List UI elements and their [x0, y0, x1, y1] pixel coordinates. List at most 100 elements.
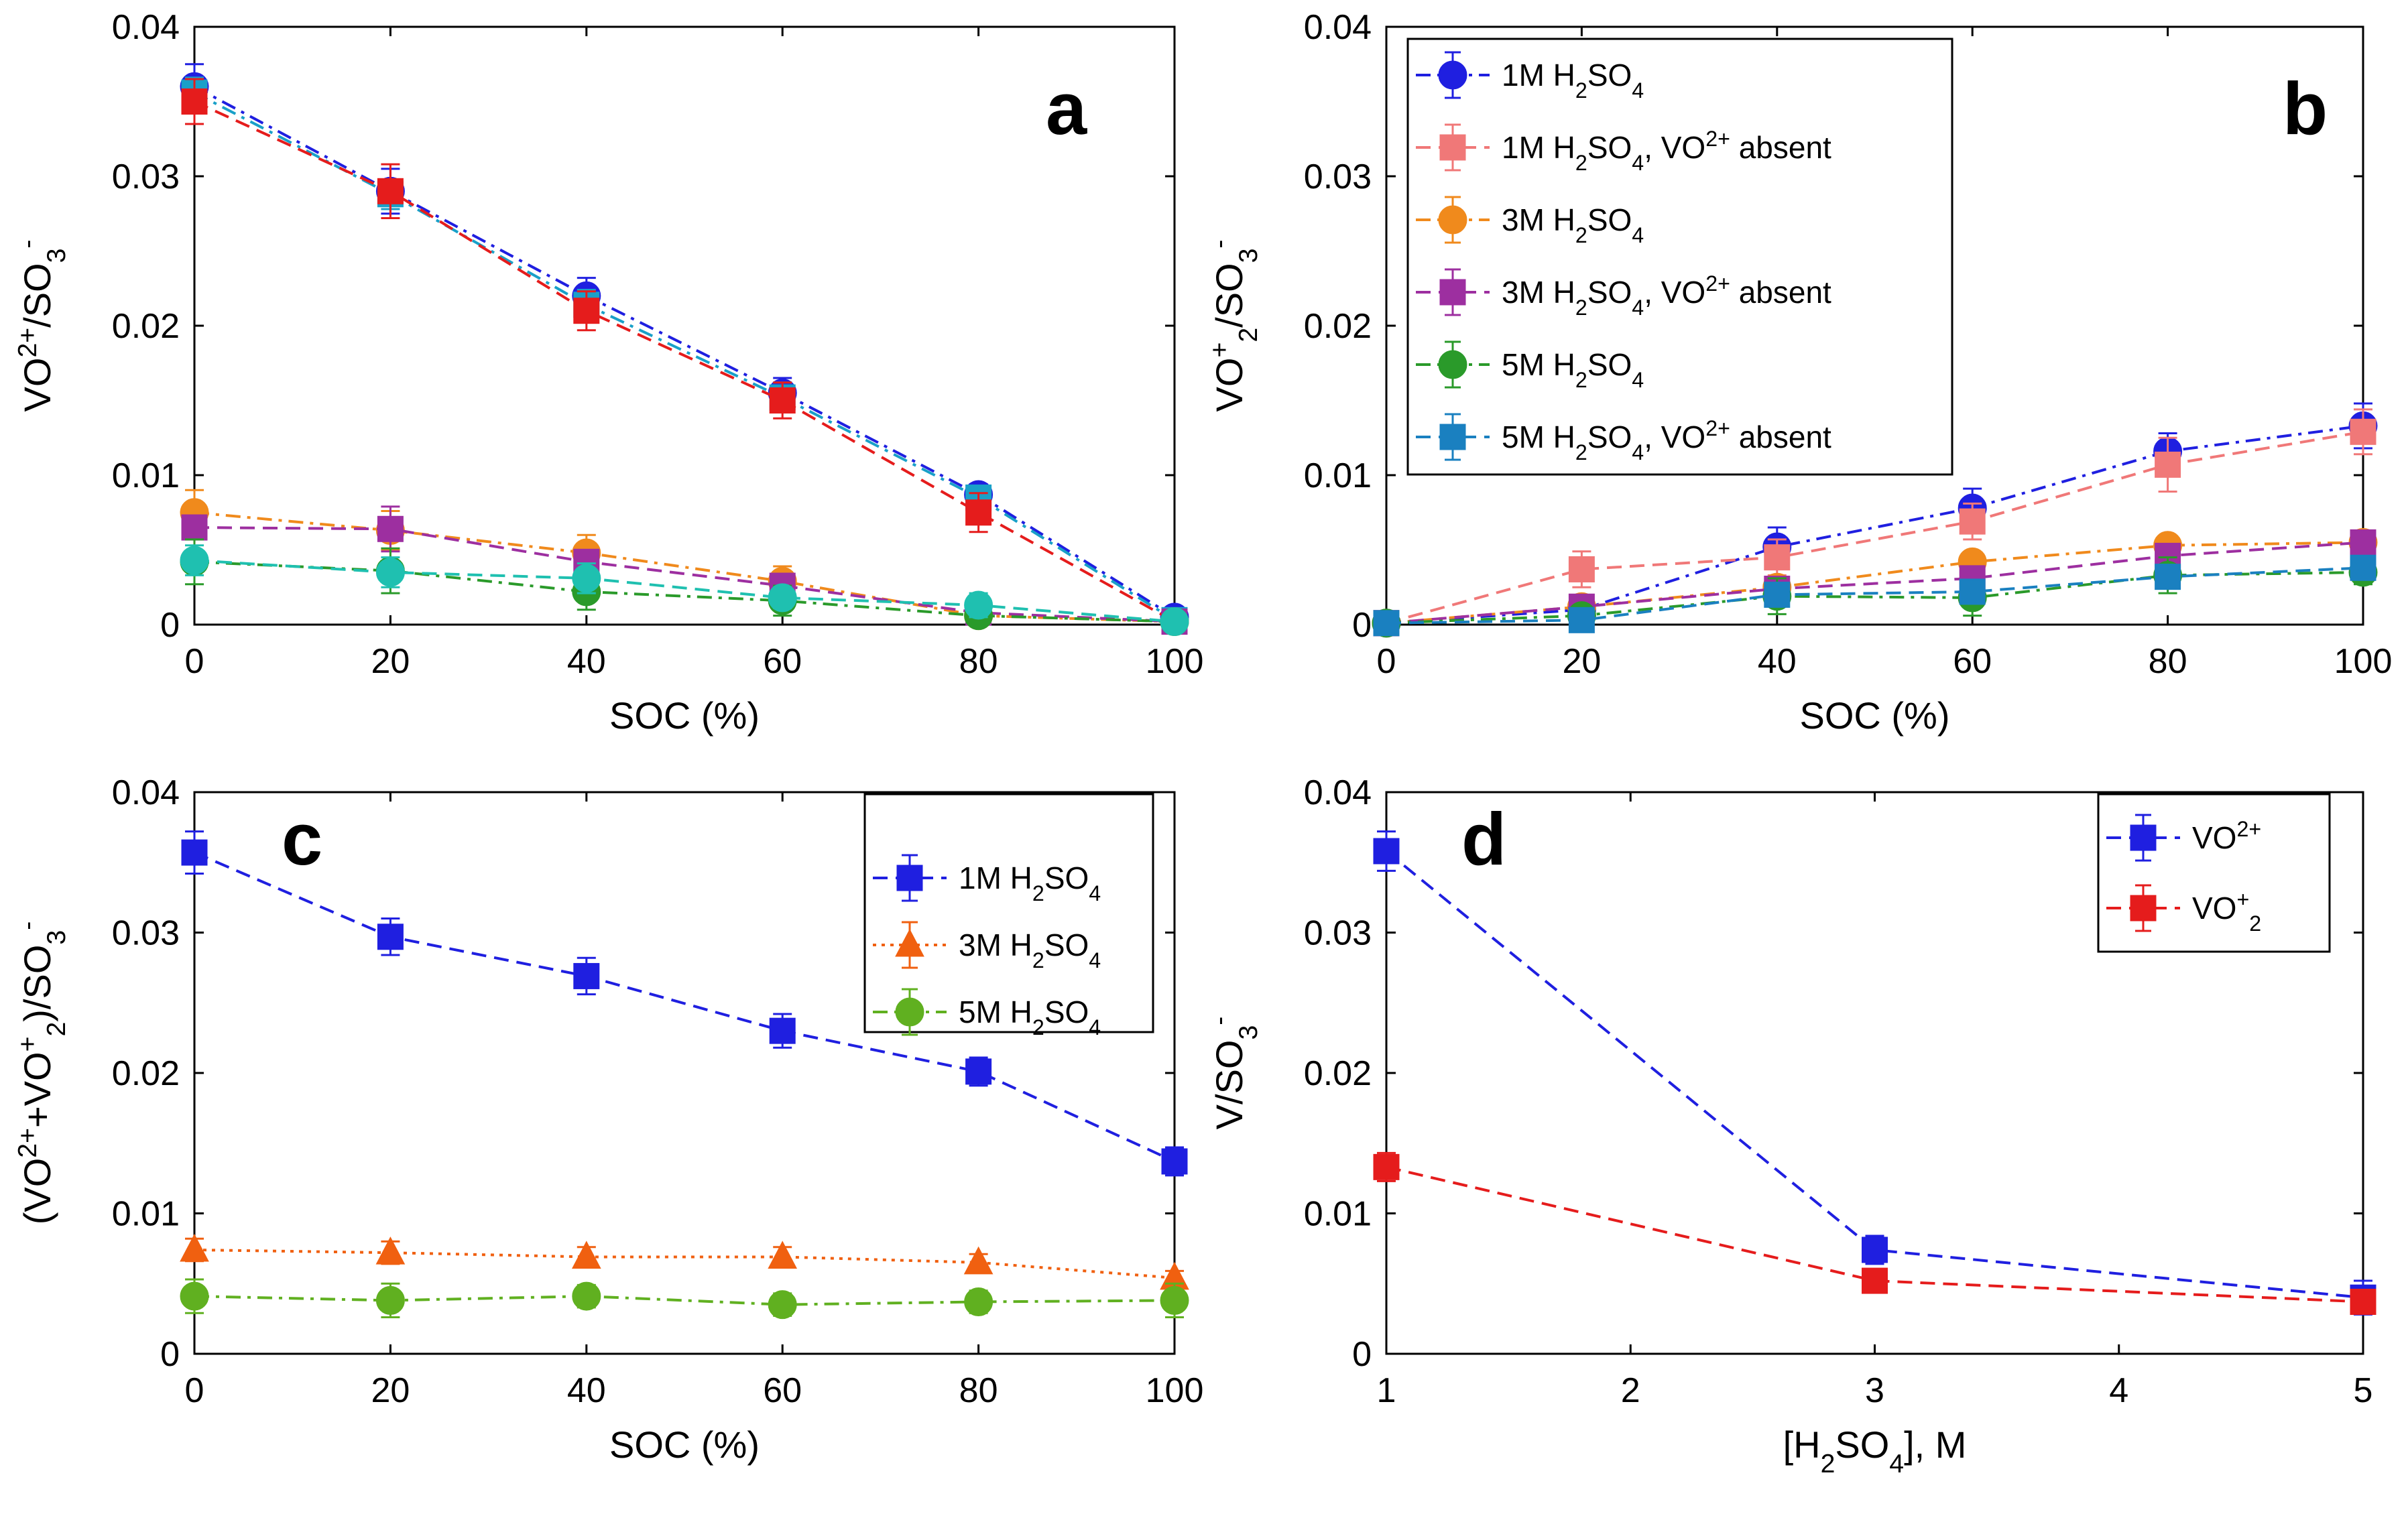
- panel-letter: d: [1461, 798, 1506, 881]
- x-tick-label: 0: [1377, 642, 1396, 681]
- data-point: [573, 298, 600, 324]
- axes-box: [193, 25, 1176, 626]
- series-6: [180, 544, 1189, 637]
- data-point: [769, 387, 796, 414]
- series-1: [1373, 1151, 2376, 1315]
- y-tick-label: 0: [160, 606, 180, 645]
- x-tick-label: 20: [1562, 642, 1601, 681]
- series-line: [194, 851, 1175, 1163]
- data-point: [2155, 451, 2181, 478]
- series-line: [1386, 566, 2364, 625]
- data-point: [573, 962, 600, 989]
- y-tick-label: 0.03: [1304, 157, 1372, 196]
- data-point: [965, 1058, 992, 1085]
- y-tick-label: 0.01: [112, 456, 180, 495]
- y-tick-label: 0.03: [112, 157, 180, 196]
- x-tick-label: 1: [1377, 1371, 1396, 1410]
- series-line: [1386, 570, 2364, 625]
- data-point: [2350, 418, 2376, 445]
- data-point: [180, 1233, 209, 1262]
- legend-entry: 3M H2SO4: [1416, 196, 1644, 247]
- y-tick-label: 0: [1352, 1335, 1372, 1374]
- series-2: [181, 78, 1188, 635]
- legend-marker: [896, 865, 923, 891]
- data-point: [1568, 556, 1595, 582]
- data-point: [572, 564, 601, 593]
- data-point: [1373, 1153, 1400, 1180]
- legend-entry: 1M H2SO4: [1416, 51, 1644, 103]
- panel-d: 1 2 3 4 5 0 0.01 0.02 0.03 0.04 [H2SO4], M V/SO3- d V…: [1205, 773, 2376, 1478]
- legend-entry: 1M H2SO4: [873, 854, 1101, 905]
- y-tick-label: 0.04: [112, 8, 180, 47]
- x-tick-label: 80: [959, 642, 998, 681]
- y-tick-label: 0.03: [112, 914, 180, 953]
- legend-entry: 5M H2SO4: [1416, 340, 1644, 392]
- series-0: [181, 830, 1188, 1177]
- x-tick-label: 100: [1146, 1371, 1204, 1410]
- data-point: [2350, 554, 2376, 581]
- legend-marker: [895, 997, 924, 1027]
- data-point: [1959, 578, 1986, 605]
- series-3: [180, 489, 1189, 637]
- y-tick-label: 0.02: [1304, 307, 1372, 346]
- legend-box: [1406, 38, 1953, 476]
- legend-marker: [1439, 279, 1466, 306]
- data-point: [1160, 607, 1189, 637]
- legend-label: 1M H2SO4: [959, 861, 1101, 905]
- data-point: [768, 1290, 797, 1320]
- series-line: [194, 1295, 1175, 1306]
- x-axis-label: SOC (%): [609, 1423, 760, 1466]
- y-tick-label: 0.01: [1304, 456, 1372, 495]
- series-line: [1386, 541, 2364, 625]
- data-point: [375, 1285, 405, 1315]
- data-point: [180, 1281, 209, 1311]
- series-line: [194, 526, 1175, 623]
- legend-marker: [1438, 350, 1467, 379]
- series-line: [194, 559, 1175, 623]
- legend-marker: [1439, 134, 1466, 161]
- data-point: [377, 178, 404, 204]
- x-tick-label: 20: [371, 1371, 410, 1410]
- legend-label: 5M H2SO4: [959, 995, 1101, 1039]
- legend-marker: [1439, 424, 1466, 450]
- series-line: [1386, 430, 2364, 625]
- legend-label: 1M H2SO4, VO2+ absent: [1502, 127, 1831, 175]
- data-point: [2155, 564, 2181, 590]
- legend-label: 1M H2SO4: [1502, 58, 1644, 103]
- x-tick-label: 4: [2109, 1371, 2128, 1410]
- y-tick-label: 0.01: [1304, 1195, 1372, 1234]
- data-point: [964, 590, 994, 620]
- data-point: [572, 1281, 601, 1311]
- panel-letter: a: [1046, 68, 1087, 150]
- y-tick-label: 0.03: [1304, 914, 1372, 953]
- data-point: [965, 499, 992, 526]
- x-tick-label: 80: [2149, 642, 2187, 681]
- legend-entry: VO2+: [2106, 814, 2261, 862]
- data-point: [375, 558, 405, 587]
- legend-marker: [2130, 824, 2157, 851]
- series-1: [180, 1233, 1189, 1290]
- x-tick-label: 80: [959, 1371, 998, 1410]
- x-tick-label: 60: [1953, 642, 1992, 681]
- data-point: [377, 515, 404, 542]
- legend-box: [863, 793, 1154, 1033]
- series-line: [194, 560, 1175, 623]
- legend-box: [2097, 793, 2331, 953]
- legend-label: 5M H2SO4, VO2+ absent: [1502, 416, 1831, 464]
- x-tick-label: 3: [1865, 1371, 1884, 1410]
- data-point: [2350, 529, 2376, 556]
- y-tick-label: 0.04: [112, 773, 180, 812]
- panel-letter: b: [2283, 68, 2328, 150]
- series-5: [1373, 554, 2376, 637]
- y-tick-label: 0.04: [1304, 773, 1372, 812]
- y-tick-label: 0: [160, 1335, 180, 1374]
- series-line: [194, 91, 1176, 622]
- data-point: [181, 514, 208, 541]
- y-axis-label: VO2+/SO3-: [13, 240, 71, 412]
- x-tick-label: 0: [185, 1371, 204, 1410]
- panel-letter: c: [282, 798, 322, 881]
- x-tick-label: 100: [2334, 642, 2393, 681]
- data-point: [1862, 1267, 1888, 1294]
- legend-label: 3M H2SO4: [959, 928, 1101, 972]
